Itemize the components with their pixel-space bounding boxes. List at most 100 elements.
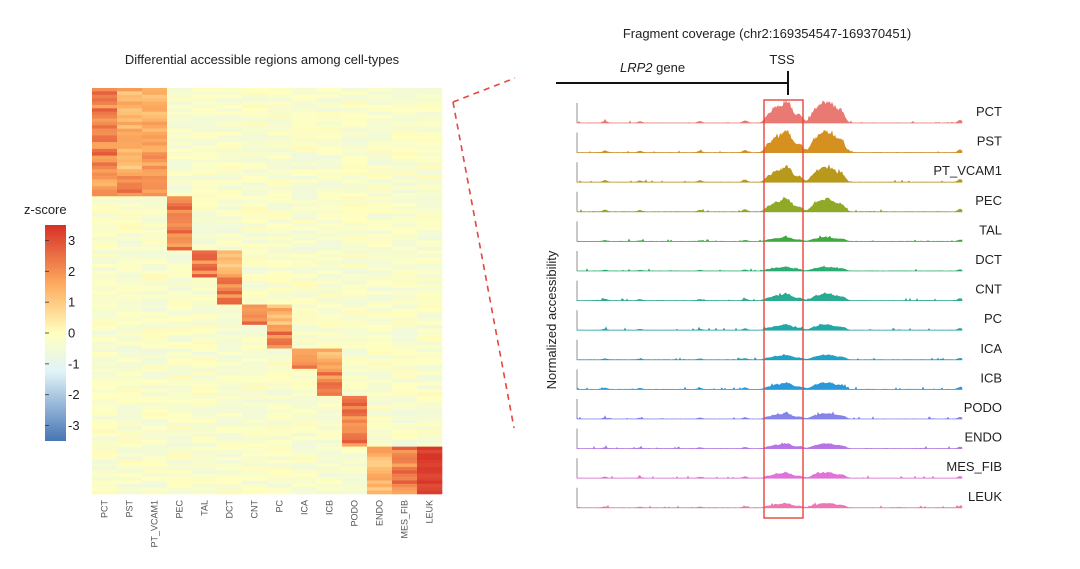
- heatmap-cell: [317, 121, 343, 126]
- heatmap-cell: [242, 287, 268, 292]
- heatmap-cell: [417, 287, 443, 292]
- heatmap-cell: [292, 199, 318, 204]
- heatmap-cell: [342, 240, 368, 244]
- heatmap-cell: [342, 203, 368, 207]
- heatmap-cell: [392, 277, 418, 282]
- heatmap-cell: [142, 216, 168, 221]
- heatmap-cell: [367, 131, 393, 136]
- heatmap-cell: [267, 206, 293, 211]
- heatmap-cell: [92, 368, 118, 373]
- heatmap-cell: [267, 490, 293, 495]
- heatmap-cell: [342, 406, 368, 410]
- heatmap-cell: [142, 145, 168, 150]
- heatmap-cell: [267, 365, 293, 370]
- heatmap-cell: [317, 260, 343, 265]
- heatmap-column-labels: PCT PST PT_VCAM1 PEC TAL DCT CNT PC ICA ICB PODO EN…: [100, 499, 435, 547]
- heatmap-cell: [367, 301, 393, 305]
- heatmap-cell: [117, 409, 143, 414]
- heatmap-cell: [367, 152, 393, 156]
- heatmap-cell: [242, 443, 268, 447]
- heatmap-cell: [292, 487, 318, 491]
- heatmap-cell: [167, 247, 193, 251]
- heatmap-cell: [92, 453, 118, 458]
- heatmap-cell: [117, 128, 143, 133]
- heatmap-cell: [242, 439, 268, 444]
- heatmap-cell: [142, 358, 168, 363]
- heatmap-cell: [392, 368, 418, 373]
- heatmap-cell: [242, 291, 268, 295]
- heatmap-cell: [342, 450, 368, 454]
- heatmap-cell: [167, 446, 193, 451]
- heatmap-cell: [167, 142, 193, 146]
- column-label-ica: ICA: [300, 500, 310, 515]
- heatmap-cell: [167, 375, 193, 380]
- heatmap-cell: [242, 186, 268, 190]
- heatmap-cell: [217, 304, 243, 309]
- heatmap-cell: [392, 412, 418, 417]
- heatmap-cell: [242, 196, 268, 200]
- heatmap-cell: [292, 236, 318, 241]
- heatmap-cell: [292, 324, 318, 329]
- heatmap-cell: [192, 199, 218, 204]
- coverage-area: [576, 471, 963, 479]
- heatmap-cell: [142, 351, 168, 356]
- heatmap-cell: [392, 203, 418, 207]
- heatmap-cell: [92, 487, 118, 491]
- heatmap-cell: [192, 416, 218, 420]
- heatmap-cell: [167, 395, 193, 400]
- heatmap-cell: [242, 148, 268, 153]
- heatmap-cell: [317, 426, 343, 431]
- heatmap-cell: [342, 301, 368, 305]
- heatmap-cell: [292, 159, 318, 163]
- heatmap-cell: [292, 233, 318, 238]
- heatmap-cell: [192, 233, 218, 238]
- heatmap-cell: [242, 274, 268, 278]
- heatmap-cell: [217, 175, 243, 180]
- heatmap-cell: [267, 328, 293, 332]
- heatmap-cell: [192, 111, 218, 116]
- heatmap-cell: [142, 291, 168, 295]
- heatmap-cell: [292, 328, 318, 332]
- heatmap-cell: [142, 301, 168, 305]
- heatmap-cell: [167, 406, 193, 410]
- heatmap-cell: [92, 470, 118, 474]
- heatmap-cell: [292, 219, 318, 224]
- heatmap-cell: [392, 98, 418, 102]
- heatmap-cell: [267, 426, 293, 431]
- heatmap-cell: [417, 199, 443, 204]
- heatmap-cell: [217, 138, 243, 143]
- heatmap-cell: [192, 443, 218, 447]
- coverage-area: [576, 129, 963, 153]
- heatmap-cell: [92, 121, 118, 126]
- heatmap-cell: [117, 426, 143, 431]
- heatmap-cell: [167, 125, 193, 129]
- heatmap-cell: [367, 243, 393, 248]
- heatmap-cell: [217, 318, 243, 322]
- heatmap-cell: [417, 159, 443, 163]
- heatmap-cell: [342, 382, 368, 387]
- heatmap-cell: [117, 443, 143, 447]
- heatmap-cell: [267, 456, 293, 461]
- heatmap-cell: [167, 301, 193, 305]
- heatmap-cell: [242, 297, 268, 302]
- heatmap-cell: [317, 311, 343, 315]
- heatmap-cell: [92, 490, 118, 495]
- heatmap-cell: [342, 480, 368, 485]
- heatmap-cell: [367, 460, 393, 464]
- heatmap-cell: [317, 253, 343, 258]
- heatmap-cell: [367, 287, 393, 292]
- heatmap-cell: [117, 429, 143, 434]
- heatmap-cell: [117, 294, 143, 299]
- heatmap-cell: [142, 186, 168, 190]
- heatmap-cell: [217, 477, 243, 481]
- heatmap-cell: [342, 277, 368, 282]
- track-label: PST: [977, 134, 1002, 149]
- heatmap-cell: [342, 101, 368, 106]
- colorbar-tick-label: -3: [68, 418, 80, 433]
- heatmap-cell: [392, 236, 418, 241]
- heatmap-cell: [142, 115, 168, 119]
- heatmap-cell: [217, 182, 243, 187]
- heatmap-cell: [117, 111, 143, 116]
- heatmap-cell: [242, 125, 268, 129]
- heatmap-cell: [167, 294, 193, 299]
